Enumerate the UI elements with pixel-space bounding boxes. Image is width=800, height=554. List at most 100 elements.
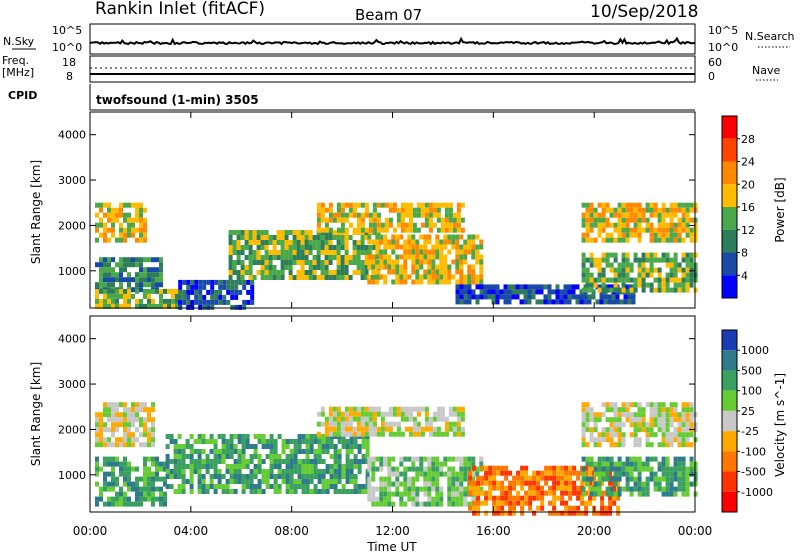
power-cell	[123, 212, 127, 218]
velocity-cell	[336, 416, 341, 422]
power-cell	[391, 249, 396, 255]
nave-tick-top: 60	[708, 56, 722, 69]
velocity-cell	[585, 407, 590, 413]
velocity-cell	[293, 449, 298, 454]
power-cell	[440, 202, 445, 208]
power-colorbar-tick-label: 16	[741, 201, 755, 214]
velocity-cell	[352, 431, 357, 437]
velocity-cell	[540, 470, 545, 476]
velocity-cell	[131, 412, 135, 418]
power-cell	[463, 249, 468, 255]
power-cell	[439, 259, 444, 265]
power-cell	[609, 252, 614, 258]
velocity-cell	[673, 471, 678, 477]
velocity-cell	[463, 461, 468, 467]
power-cell	[368, 212, 373, 218]
velocity-cell	[653, 486, 658, 492]
velocity-cell	[349, 474, 354, 479]
power-cell	[186, 284, 191, 290]
velocity-cell	[447, 456, 452, 462]
velocity-cell	[601, 466, 606, 472]
power-cell	[452, 222, 457, 228]
velocity-cell	[245, 444, 250, 449]
power-cell	[123, 293, 127, 299]
power-cell	[601, 272, 606, 278]
velocity-cell	[673, 437, 678, 443]
velocity-cell	[669, 476, 674, 482]
velocity-cell	[388, 431, 393, 437]
velocity-cell	[601, 471, 606, 477]
velocity-cell	[376, 411, 381, 417]
power-cell	[324, 227, 329, 233]
power-cell	[364, 265, 369, 270]
velocity-cell	[427, 466, 432, 472]
velocity-cell	[352, 416, 357, 422]
power-cell	[601, 257, 606, 263]
power-cell	[222, 284, 227, 290]
velocity-cell	[572, 510, 577, 516]
velocity-cell	[459, 471, 464, 477]
velocity-cell	[213, 489, 218, 494]
power-cell	[320, 202, 325, 208]
plot-title: Rankin Inlet (fitACF)	[95, 0, 265, 19]
velocity-cell	[427, 481, 432, 487]
velocity-cell	[500, 500, 505, 506]
power-cell	[252, 250, 257, 255]
velocity-cell	[436, 426, 441, 432]
power-cell	[230, 304, 235, 310]
power-cell	[103, 303, 107, 309]
velocity-cell	[371, 496, 376, 502]
velocity-cell	[428, 421, 433, 427]
power-cell	[420, 212, 425, 218]
velocity-cell	[333, 459, 338, 464]
power-cell	[272, 235, 277, 240]
velocity-cell	[321, 469, 326, 474]
velocity-cell	[301, 434, 306, 439]
velocity-cell	[213, 469, 218, 474]
velocity-cell	[423, 501, 428, 507]
power-cell	[304, 235, 309, 240]
velocity-cell	[375, 456, 380, 462]
power-cell	[424, 202, 429, 208]
power-cell	[400, 217, 405, 223]
velocity-cell	[605, 461, 610, 467]
velocity-cell	[508, 470, 513, 476]
velocity-cell	[440, 406, 445, 412]
velocity-cell	[649, 456, 654, 462]
power-cell	[316, 212, 321, 218]
power-cell	[423, 234, 428, 240]
velocity-cell	[143, 442, 147, 448]
power-cell	[264, 265, 269, 270]
velocity-cell	[297, 484, 302, 489]
velocity-cell	[357, 459, 362, 464]
velocity-cell	[645, 432, 650, 438]
power-cell	[320, 235, 325, 240]
velocity-cell	[387, 476, 392, 482]
velocity-cell	[177, 434, 182, 439]
velocity-cell	[333, 479, 338, 484]
power-cell	[300, 245, 305, 250]
velocity-cell	[285, 469, 290, 474]
power-cell	[119, 222, 123, 228]
velocity-cell	[139, 432, 143, 438]
power-cell	[336, 227, 341, 233]
power-cell	[135, 262, 139, 268]
velocity-cell	[111, 496, 115, 502]
power-cell	[276, 250, 281, 255]
velocity-cell	[147, 481, 151, 487]
power-cell	[615, 294, 620, 300]
power-cell	[463, 284, 468, 290]
velocity-cell	[617, 417, 622, 423]
power-cell	[443, 274, 448, 280]
velocity-cell	[504, 500, 509, 506]
power-cell	[455, 239, 460, 245]
power-cell	[127, 202, 131, 208]
power-cell	[627, 299, 632, 305]
power-cell	[629, 262, 634, 268]
power-cell	[340, 270, 345, 275]
power-cell	[236, 235, 241, 240]
power-cell	[123, 237, 127, 243]
power-cell	[340, 245, 345, 250]
velocity-cell	[585, 427, 590, 433]
power-cell	[589, 282, 594, 288]
